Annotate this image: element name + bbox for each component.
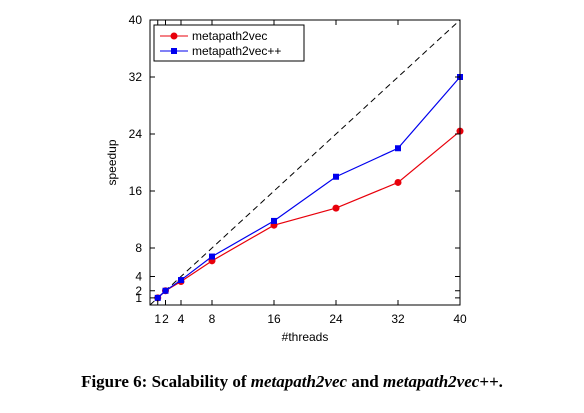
- x-tick-label-1: 1: [154, 312, 161, 326]
- y-tick-label-32: 32: [129, 70, 143, 84]
- data-point-metapath2vec-32: [394, 178, 402, 186]
- caption-middle: and: [347, 372, 383, 391]
- data-point-metapath2vec-plus-plus-16: [271, 217, 277, 224]
- legend-marker-metapath2vec-plus-plus: [171, 48, 177, 54]
- x-tick-label-2: 2: [162, 312, 169, 326]
- y-tick-label-40: 40: [129, 13, 143, 27]
- series-layer: [154, 74, 464, 302]
- x-tick-label-24: 24: [329, 312, 343, 326]
- x-tick-label-16: 16: [267, 312, 281, 326]
- x-tick-label-8: 8: [209, 312, 216, 326]
- caption-term-1: metapath2vec: [250, 372, 348, 391]
- x-tick-label-40: 40: [453, 312, 467, 326]
- series-line-metapath2vec-plus-plus: [157, 76, 461, 299]
- caption-prefix: Figure 6: Scalability of: [81, 372, 251, 391]
- y-tick-label-24: 24: [129, 127, 143, 141]
- reference-line-layer: [149, 19, 461, 306]
- y-tick-label-1: 1: [135, 291, 142, 305]
- legend-label-metapath2vec-plus-plus: metapath2vec++: [192, 44, 281, 58]
- y-tick-label-8: 8: [135, 241, 142, 255]
- figure-caption: Figure 6: Scalability of metapath2vec an…: [0, 372, 584, 392]
- data-point-metapath2vec-plus-plus-1: [154, 294, 161, 301]
- data-point-metapath2vec-plus-plus-2: [162, 287, 169, 294]
- legend-box: [153, 24, 305, 62]
- caption-suffix: .: [498, 372, 503, 391]
- x-tick-label-32: 32: [391, 312, 405, 326]
- data-point-metapath2vec-plus-plus-24: [333, 173, 339, 180]
- data-point-metapath2vec-24: [332, 204, 340, 212]
- legend: metapath2vec metapath2vec++: [153, 24, 305, 62]
- data-point-metapath2vec-plus-plus-4: [178, 277, 184, 284]
- legend-marker-metapath2vec: [170, 32, 178, 40]
- y-tick-label-16: 16: [129, 184, 143, 198]
- x-axis-label: #threads: [282, 330, 329, 344]
- tick-layer: [150, 19, 461, 305]
- data-point-metapath2vec-plus-plus-32: [395, 145, 401, 152]
- ideal-speedup-line: [149, 19, 461, 306]
- data-point-metapath2vec-plus-plus-8: [209, 253, 215, 260]
- legend-label-metapath2vec: metapath2vec: [192, 29, 267, 43]
- y-axis-label: speedup: [105, 139, 119, 185]
- plot-frame: [149, 19, 461, 306]
- caption-term-2: metapath2vec++: [382, 372, 499, 391]
- x-tick-label-4: 4: [178, 312, 185, 326]
- y-tick-label-2: 2: [135, 284, 142, 298]
- series-line-metapath2vec: [157, 130, 461, 299]
- y-tick-label-4: 4: [135, 270, 142, 284]
